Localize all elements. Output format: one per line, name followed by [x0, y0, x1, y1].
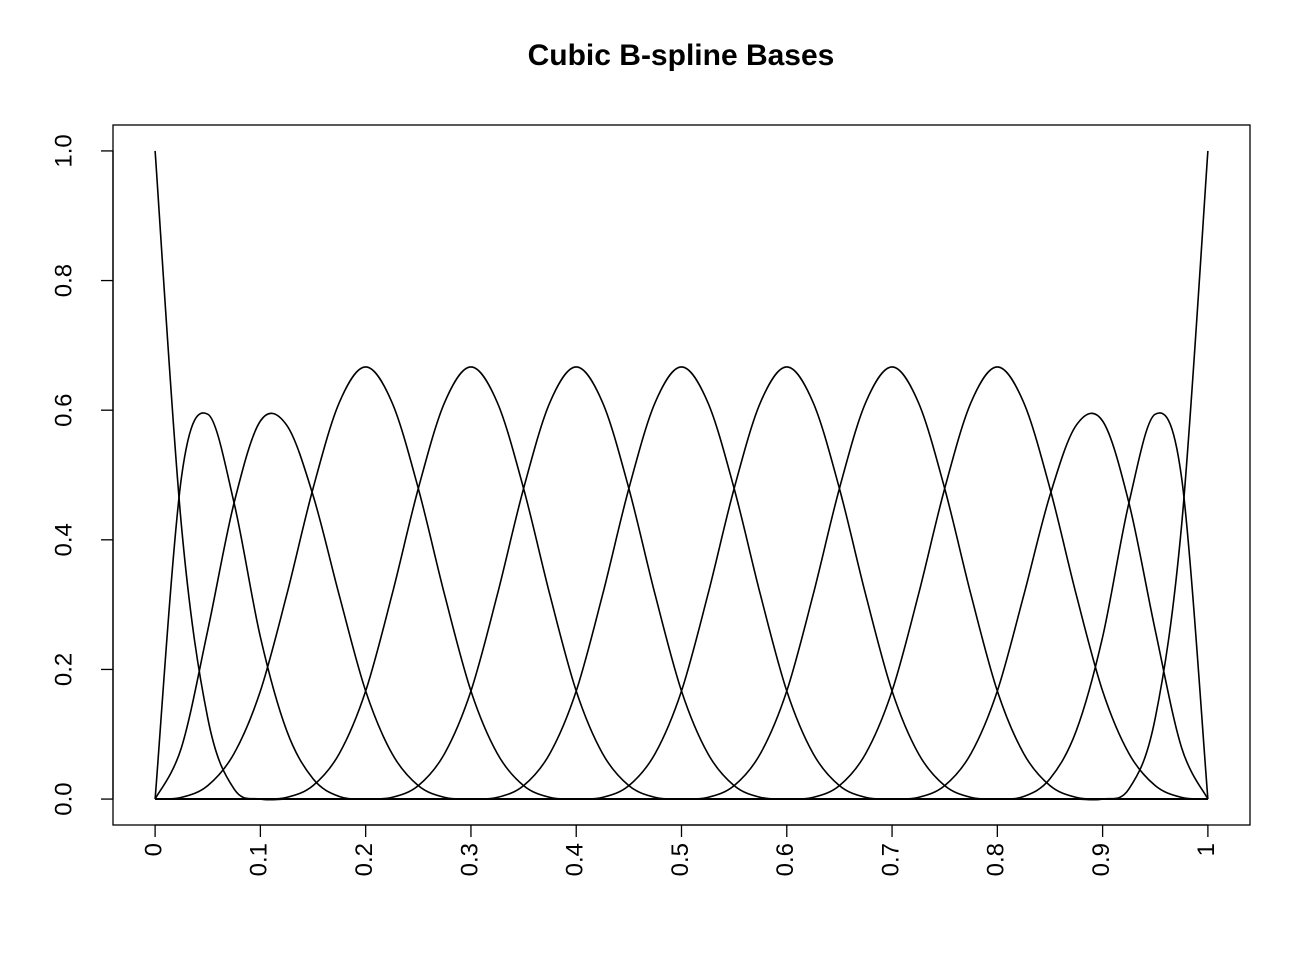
- basis-curve: [155, 366, 1208, 800]
- y-tick-label: 0.0: [50, 782, 77, 815]
- y-tick-label: 0.4: [50, 523, 77, 556]
- basis-curve: [155, 366, 1208, 800]
- y-tick-label: 0.8: [50, 264, 77, 297]
- basis-curve: [154, 412, 1208, 800]
- x-tick-label: 0: [140, 843, 167, 856]
- basis-curve: [155, 366, 1208, 800]
- basis-curve: [155, 366, 1208, 800]
- chart-title: Cubic B-spline Bases: [528, 39, 835, 72]
- x-tick-label: 0.5: [667, 843, 694, 876]
- basis-curve: [155, 150, 1209, 801]
- x-tick-label: 0.2: [351, 843, 378, 876]
- basis-curve: [154, 150, 1208, 801]
- x-tick-label: 0.6: [772, 843, 799, 876]
- basis-curve: [155, 366, 1208, 800]
- x-tick-label: 0.7: [877, 843, 904, 876]
- y-tick-label: 0.2: [50, 653, 77, 686]
- x-tick-label: 0.9: [1088, 843, 1115, 876]
- x-tick-label: 0.3: [456, 843, 483, 876]
- basis-curve: [155, 412, 1209, 800]
- x-tick-label: 1: [1193, 843, 1220, 856]
- x-tick-label: 0.4: [562, 843, 589, 876]
- basis-curve: [155, 366, 1208, 800]
- x-tick-label: 0.8: [983, 843, 1010, 876]
- basis-curve: [155, 412, 1209, 801]
- basis-curve: [155, 366, 1208, 800]
- y-tick-label: 1.0: [50, 134, 77, 167]
- y-tick-label: 0.6: [50, 393, 77, 426]
- x-tick-label: 0.1: [246, 843, 273, 876]
- basis-curve: [154, 412, 1208, 801]
